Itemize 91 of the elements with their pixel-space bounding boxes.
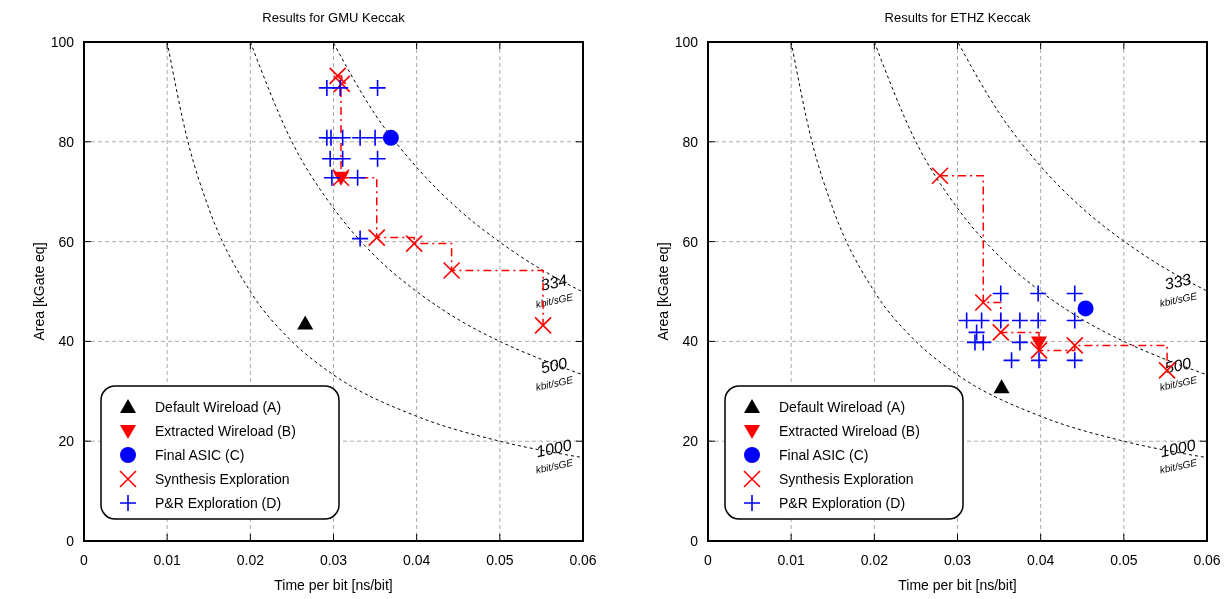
x-tick-label: 0.05 [1110, 552, 1138, 568]
legend-label: Synthesis Exploration [779, 471, 914, 487]
y-tick-label: 0 [690, 533, 699, 549]
point [1002, 351, 1021, 370]
point [993, 379, 1010, 394]
point [991, 311, 1010, 330]
point [328, 67, 347, 85]
annotation: kbit/sGE [534, 456, 575, 476]
legend-label: Final ASIC (C) [779, 447, 869, 463]
legend-label: Synthesis Exploration [155, 471, 290, 487]
point [931, 166, 949, 185]
y-tick-label: 20 [58, 433, 75, 450]
y-tick-label: 40 [682, 333, 699, 350]
x-tick-label: 0 [704, 552, 713, 568]
point [333, 149, 352, 168]
point [534, 316, 552, 335]
x-tick-label: 0.03 [943, 552, 972, 568]
chart-title: Results for GMU Keccak [262, 10, 406, 25]
annotation: 500 [539, 354, 569, 377]
point [1029, 311, 1047, 330]
y-tick-label: 0 [66, 533, 75, 549]
chart-title: Results for ETHZ Keccak [884, 10, 1031, 25]
annotation: kbit/sGE [534, 291, 575, 310]
point [991, 284, 1010, 303]
point [1030, 351, 1048, 370]
y-tick-label: 80 [682, 133, 699, 150]
y-tick-label: 20 [682, 433, 699, 450]
point [1065, 336, 1084, 355]
point [957, 311, 976, 330]
point [1065, 284, 1084, 303]
annotation: 334 [539, 271, 569, 294]
point [351, 229, 369, 248]
x-tick-label: 0.06 [569, 552, 597, 568]
x-tick-label: 0.01 [777, 552, 805, 568]
point [1011, 333, 1029, 352]
y-tick-label: 100 [50, 34, 75, 50]
legend-label: P&R Exploration (D) [779, 495, 906, 511]
point [366, 129, 384, 147]
y-tick-label: 80 [58, 133, 75, 150]
x-tick-label: 0.03 [319, 552, 348, 568]
y-tick-label: 40 [58, 333, 75, 350]
point [991, 323, 1010, 342]
point [368, 79, 387, 97]
y-tick-label: 60 [682, 233, 699, 250]
point [1077, 300, 1094, 317]
x-tick-label: 0.04 [1027, 552, 1055, 568]
x-tick-label: 0.06 [1193, 552, 1221, 568]
point [442, 261, 461, 280]
point [1030, 341, 1048, 360]
point [367, 228, 386, 247]
point [972, 311, 991, 330]
point [1065, 311, 1084, 330]
y-axis-title: Area [kGate eq] [655, 242, 671, 341]
x-tick-label: 0.02 [236, 552, 265, 568]
y-tick-label: 60 [58, 233, 75, 250]
point [405, 234, 423, 253]
x-axis-title: Time per bit [ns/bit] [274, 577, 393, 593]
legend-label: Extracted Wireload (B) [155, 423, 296, 439]
annotation: kbit/sGE [1158, 374, 1199, 393]
y-tick-label: 100 [674, 34, 699, 50]
point [1065, 351, 1084, 370]
point [1011, 311, 1029, 330]
point [333, 129, 352, 147]
legend-label: Extracted Wireload (B) [779, 423, 920, 439]
x-tick-label: 0 [80, 552, 89, 568]
point [323, 168, 341, 187]
point [333, 75, 351, 93]
point [382, 129, 399, 146]
x-tick-label: 0.02 [860, 552, 889, 568]
point [297, 315, 314, 330]
point [974, 293, 993, 312]
point [331, 79, 349, 97]
legend-label: Default Wireload (A) [155, 399, 282, 415]
legend-label: Default Wireload (A) [779, 399, 906, 415]
x-tick-label: 0.01 [153, 552, 181, 568]
legend-label: P&R Exploration (D) [155, 495, 282, 511]
annotation: 333 [1163, 270, 1193, 293]
annotation: kbit/sGE [534, 374, 575, 393]
x-tick-label: 0.04 [403, 552, 431, 568]
point [368, 149, 387, 168]
point [351, 129, 369, 147]
point [1031, 336, 1047, 351]
annotation: kbit/sGE [1158, 290, 1199, 309]
point [1029, 284, 1047, 303]
annotation: 500 [1163, 354, 1193, 377]
y-axis-title: Area [kGate eq] [31, 242, 47, 341]
point [348, 168, 367, 187]
x-tick-label: 0.05 [486, 552, 514, 568]
x-axis-title: Time per bit [ns/bit] [898, 577, 1017, 593]
annotation: kbit/sGE [1158, 456, 1199, 476]
legend-label: Final ASIC (C) [155, 447, 245, 463]
